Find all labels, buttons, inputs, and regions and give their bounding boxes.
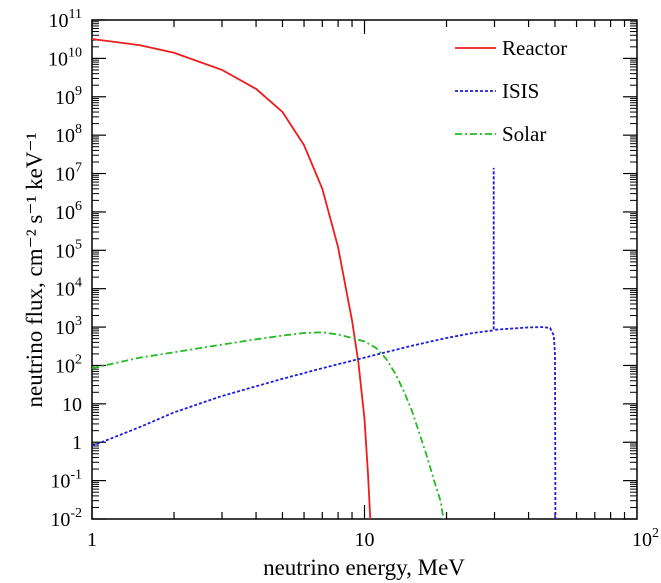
y-tick-label-exponent: 8 — [75, 122, 82, 137]
y-axis-title: neutrino flux, cm⁻² s⁻¹ keV⁻¹ — [22, 132, 47, 407]
y-tick-label: 109 — [55, 84, 82, 109]
y-tick-label-base: 1 — [72, 432, 82, 454]
x-tick-label-base: 1 — [87, 529, 97, 551]
series-line-reactor — [92, 38, 372, 519]
y-tick-label-exponent: 10 — [68, 45, 82, 60]
y-tick-label: 106 — [55, 199, 82, 224]
y-tick-label: 108 — [55, 122, 82, 147]
y-tick-label: 1010 — [48, 45, 82, 70]
y-tick-label-base: 10 — [49, 10, 69, 32]
y-tick-label-base: 10 — [50, 509, 70, 531]
y-tick-label-base: 10 — [55, 279, 75, 301]
y-tick-label-base: 10 — [55, 202, 75, 224]
y-tick-label: 1011 — [49, 7, 82, 32]
x-tick-label-base: 10 — [355, 529, 375, 551]
y-tick-label-base: 10 — [48, 48, 68, 70]
y-tick-label-exponent: 6 — [75, 199, 82, 214]
y-tick-label: 10 — [62, 394, 82, 416]
y-tick-label-exponent: 2 — [75, 352, 82, 367]
y-tick-label: 105 — [55, 237, 82, 262]
legend-label-isis: ISIS — [502, 79, 539, 103]
y-tick-label-exponent: 9 — [75, 84, 82, 99]
y-tick-label: 1 — [72, 432, 82, 454]
y-tick-label: 104 — [55, 276, 82, 301]
y-tick-label: 102 — [55, 352, 82, 377]
x-tick-label: 10 — [355, 529, 375, 551]
legend: Reactor ISIS Solar — [455, 36, 567, 146]
y-tick-label-exponent: -1 — [70, 468, 82, 483]
x-tick-label-exponent: 2 — [652, 526, 659, 541]
series-line-isis — [92, 167, 557, 519]
legend-label-reactor: Reactor — [502, 36, 567, 60]
y-tick-label-base: 10 — [55, 164, 75, 186]
y-tick-label-exponent: 3 — [75, 314, 82, 329]
y-tick-label-base: 10 — [55, 317, 75, 339]
y-tick-label-exponent: -2 — [70, 506, 82, 521]
y-tick-label-base: 10 — [55, 240, 75, 262]
x-tick-label: 102 — [632, 526, 659, 551]
x-axis-title: neutrino energy, MeV — [263, 555, 465, 580]
series-lines — [92, 38, 557, 519]
y-tick-label-base: 10 — [55, 355, 75, 377]
y-tick-label-base: 10 — [62, 394, 82, 416]
y-tick-label-base: 10 — [55, 87, 75, 109]
y-tick-label: 10-1 — [50, 468, 82, 493]
x-tick-label: 1 — [87, 529, 97, 551]
y-tick-label-base: 10 — [50, 471, 70, 493]
legend-label-solar: Solar — [502, 122, 546, 146]
y-tick-label-exponent: 5 — [75, 237, 82, 252]
y-tick-label-base: 10 — [55, 125, 75, 147]
y-tick-labels: 10-210-111010210310410510610710810910101… — [48, 7, 82, 531]
y-tick-label: 107 — [55, 161, 82, 186]
x-tick-labels: 1 10 102 — [87, 526, 659, 551]
y-tick-label-exponent: 4 — [75, 276, 82, 291]
y-tick-label-exponent: 7 — [75, 161, 82, 176]
axis-ticks — [91, 19, 637, 520]
y-tick-label: 10-2 — [50, 506, 82, 531]
y-tick-label-exponent: 11 — [69, 7, 82, 22]
y-tick-label: 103 — [55, 314, 82, 339]
series-line-solar — [92, 331, 445, 519]
x-tick-label-base: 10 — [632, 529, 652, 551]
